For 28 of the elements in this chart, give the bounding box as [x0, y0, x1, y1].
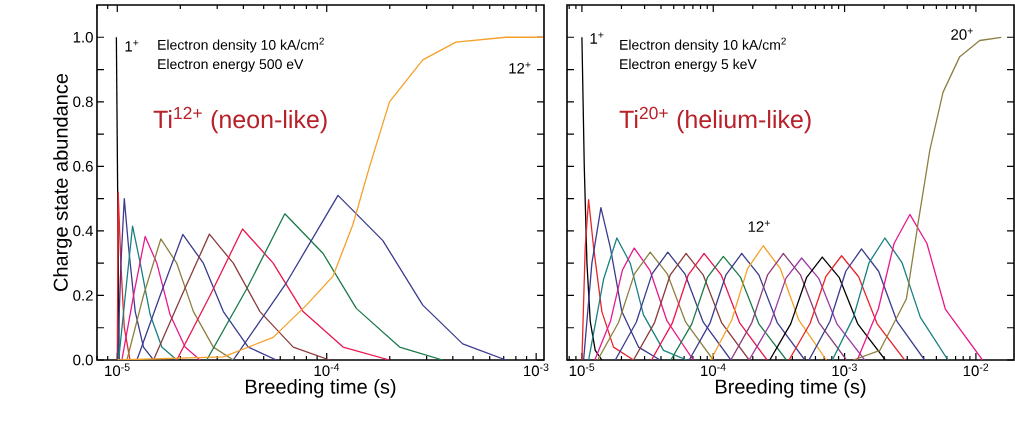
x-axis-title: Breeding time (s): [716, 379, 866, 398]
y-axis-title: Charge state abundance: [53, 73, 72, 292]
annotation: Electron density 10 kA/cm$^{2}$: [158, 37, 324, 53]
x-tick-label: 10$^{-5}$: [569, 363, 595, 377]
annotation: 12$^{+}$: [748, 220, 770, 232]
y-tick-label: 0.4: [73, 225, 94, 237]
annotation: 20$^{+}$: [951, 28, 973, 40]
y-tick-label: 0.6: [73, 161, 93, 172]
x-tick-label: 10$^{-3}$: [524, 363, 549, 377]
line-series: [116, 191, 131, 360]
annotation: 1$^{+}$: [590, 32, 604, 44]
x-tick-label: 10$^{-3}$: [832, 363, 857, 377]
x-tick-label: 10$^{-5}$: [105, 363, 130, 377]
annotation: Electron density 10 kA/cm$^{2}$: [620, 37, 786, 53]
x-tick-label: 10$^{-4}$: [314, 363, 340, 377]
annotation: Ti$^{20+}$ (helium-like): [619, 106, 811, 134]
annotation: 12$^{+}$: [509, 62, 531, 74]
y-tick-label: 1.0: [73, 31, 93, 43]
x-tick-label: 10$^{-2}$: [963, 363, 989, 377]
x-axis-title: Breeding time (s): [245, 379, 396, 398]
annotation: Ti$^{12+}$ (neon-like): [153, 106, 327, 134]
x-tick-label: 10$^{-4}$: [701, 363, 726, 377]
y-tick-label: 0.0: [73, 354, 93, 366]
y-tick-label: 0.2: [73, 290, 93, 301]
annotation: Electron energy 500 eV: [158, 58, 304, 72]
annotation: 1$^{+}$: [125, 40, 139, 52]
annotation: Electron energy 5 keV: [620, 58, 757, 72]
y-tick-label: 0.8: [73, 96, 93, 108]
